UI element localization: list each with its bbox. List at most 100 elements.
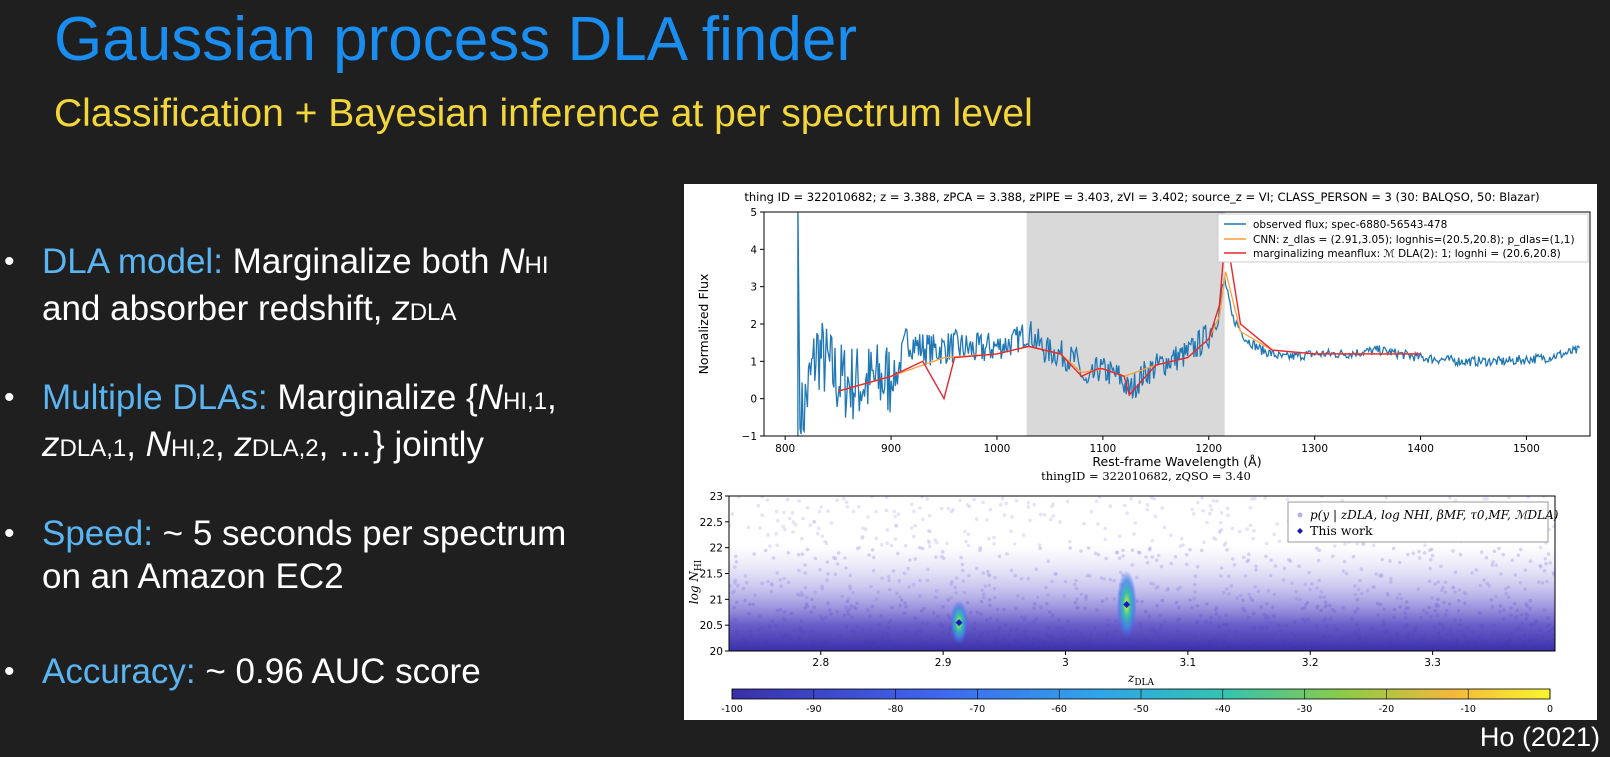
posterior-sample-point	[1201, 509, 1205, 513]
posterior-sample-point	[946, 506, 951, 511]
posterior-sample-point	[885, 528, 890, 532]
posterior-sample-point	[1050, 504, 1054, 509]
posterior-sample-point	[835, 498, 839, 503]
posterior-sample-point	[860, 526, 865, 530]
spectrum-ytick-label: −1	[742, 431, 757, 443]
colorbar-tick-label: -50	[1133, 704, 1149, 715]
posterior-sample-point	[974, 517, 979, 521]
colorbar-tick-label: -80	[888, 704, 904, 715]
posterior-xtick-label: 2.8	[812, 657, 829, 669]
posterior-sample-point	[791, 520, 796, 524]
posterior-sample-point	[1097, 496, 1102, 499]
posterior-sample-point	[1507, 496, 1511, 500]
posterior-sample-point	[910, 502, 914, 507]
posterior-sample-point	[746, 525, 751, 530]
posterior-sample-point	[1133, 521, 1137, 525]
posterior-sample-point	[913, 523, 917, 528]
legend-observed: observed flux; spec-6880-56543-478	[1253, 219, 1447, 231]
posterior-sample-point	[981, 500, 985, 505]
citation-credit: Ho (2021)	[1479, 722, 1600, 752]
posterior-ytick-label: 23	[710, 491, 723, 503]
spectrum-xlabel: Rest-frame Wavelength (Å)	[1092, 454, 1261, 469]
posterior-sample-point	[1195, 500, 1200, 505]
posterior-sample-point	[1065, 499, 1070, 504]
posterior-sample-point	[896, 512, 901, 516]
spectrum-ytick-label: 0	[750, 394, 757, 406]
posterior-sample-point	[812, 519, 816, 524]
posterior-sample-point	[866, 515, 870, 519]
bullet-label: Speed:	[42, 514, 153, 553]
posterior-sample-point	[791, 530, 795, 534]
posterior-sample-point	[998, 502, 1003, 507]
posterior-sample-point	[912, 509, 916, 514]
posterior-sample-point	[965, 503, 970, 507]
legend-this-work: This work	[1310, 523, 1373, 538]
posterior-sample-point	[829, 521, 834, 525]
posterior-sample-point	[819, 505, 823, 509]
posterior-sample-point	[800, 536, 804, 541]
posterior-sample-point	[1245, 527, 1249, 531]
posterior-sample-point	[1263, 496, 1267, 500]
posterior-sample-point	[1103, 526, 1107, 531]
posterior-sample-point	[1248, 523, 1253, 527]
posterior-sample-point	[967, 504, 972, 509]
figure-panel: thing ID = 322010682; z = 3.388, zPCA = …	[684, 184, 1597, 720]
posterior-sample-point	[1213, 537, 1218, 542]
posterior-sample-point	[1208, 504, 1213, 508]
posterior-sample-point	[1226, 513, 1230, 518]
colorbar-tick-label: -90	[806, 704, 822, 715]
posterior-sample-point	[894, 523, 899, 528]
posterior-xlabel: zDLA	[1127, 671, 1155, 688]
posterior-sample-point	[964, 539, 968, 544]
posterior-sample-point	[925, 497, 929, 501]
posterior-xtick-label: 3.3	[1424, 657, 1441, 669]
posterior-sample-point	[912, 534, 916, 539]
posterior-sample-point	[1160, 506, 1164, 510]
posterior-xtick-label: 3.1	[1180, 657, 1197, 669]
posterior-sample-point	[927, 514, 932, 518]
posterior-sample-point	[1004, 501, 1008, 506]
posterior-sample-point	[812, 520, 817, 524]
legend-swatch-posterior	[1297, 512, 1303, 518]
spectrum-xtick-label: 1200	[1195, 443, 1222, 455]
posterior-sample-point	[863, 527, 868, 531]
posterior-sample-point	[1209, 507, 1214, 512]
posterior-sample-point	[1277, 539, 1282, 544]
posterior-sample-point	[893, 514, 897, 519]
posterior-sample-point	[1205, 520, 1209, 525]
posterior-sample-point	[874, 509, 878, 514]
colorbar-tick-label: -10	[1460, 704, 1476, 715]
posterior-sample-point	[1453, 498, 1458, 503]
posterior-sample-point	[992, 535, 996, 540]
posterior-sample-point	[1218, 529, 1222, 533]
posterior-ytick-label: 21.5	[700, 569, 723, 581]
posterior-sample-point	[893, 537, 898, 541]
posterior-sample-point	[1200, 496, 1204, 500]
posterior-sample-point	[1125, 511, 1129, 516]
posterior-sample-point	[760, 496, 764, 499]
spectrum-xtick-label: 900	[881, 443, 901, 455]
spectrum-ytick-label: 1	[750, 356, 757, 368]
spectrum-xtick-label: 1500	[1513, 443, 1540, 455]
bullet-label: DLA model:	[42, 242, 223, 281]
posterior-sample-point	[816, 532, 820, 536]
meanflux-model-line	[837, 230, 1421, 401]
posterior-sample-point	[776, 518, 780, 523]
posterior-sample-point	[921, 517, 925, 522]
posterior-xtick-label: 3	[1062, 657, 1069, 669]
posterior-sample-point	[1129, 497, 1133, 501]
posterior-ytick-label: 22	[710, 543, 723, 555]
posterior-sample-point	[787, 516, 792, 521]
posterior-sample-point	[984, 518, 989, 522]
posterior-sample-point	[1108, 504, 1113, 509]
posterior-sample-point	[1094, 499, 1099, 504]
spectrum-xtick-label: 1400	[1407, 443, 1434, 455]
colorbar-tick-label: -30	[1297, 704, 1313, 715]
posterior-sample-point	[1482, 497, 1486, 501]
legend-posterior: p(y | zDLA, log NHI, βMF, τ0,MF, ℳDLA)	[1310, 508, 1559, 522]
posterior-sample-point	[1051, 514, 1055, 518]
posterior-sample-point	[972, 497, 976, 502]
posterior-sample-point	[926, 539, 931, 543]
posterior-sample-point	[966, 532, 971, 537]
posterior-sample-point	[823, 539, 827, 544]
